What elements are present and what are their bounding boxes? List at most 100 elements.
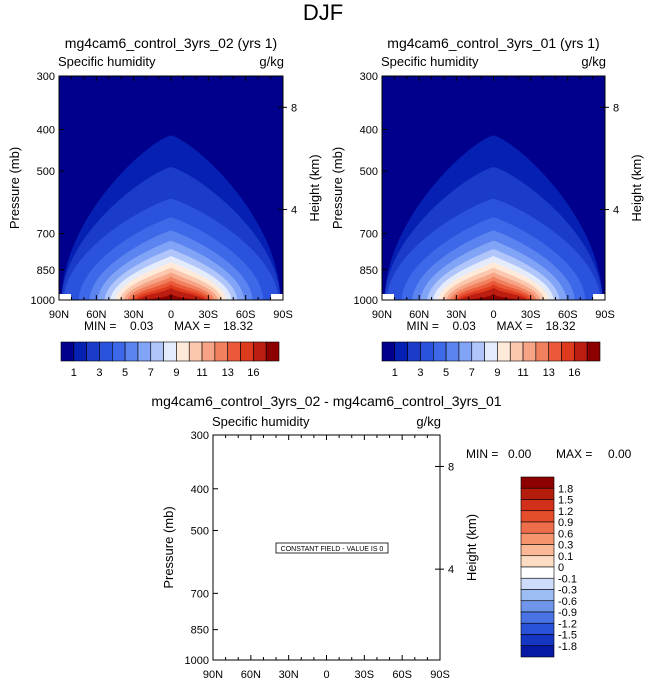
colorbar-label: 11 — [517, 367, 528, 379]
surface-mask — [382, 294, 394, 300]
variable-label: Specific humidity — [58, 54, 156, 69]
colorbar-box — [111, 341, 126, 362]
colorbar-box — [520, 577, 555, 590]
colorbar-box — [586, 341, 601, 362]
colorbar-box — [420, 341, 434, 362]
x-tick-label: 0 — [323, 669, 329, 681]
x-tick-label: 0 — [168, 309, 174, 321]
y-axis-label: Pressure (mb) — [330, 147, 345, 229]
y2-tick-label: 4 — [448, 564, 454, 576]
colorbar-box — [520, 589, 555, 602]
colorbar-label: -1.5 — [558, 630, 577, 642]
colorbar-box — [201, 341, 216, 362]
y-axis-label: Pressure (mb) — [7, 147, 22, 229]
y-tick-label: 700 — [191, 588, 209, 600]
colorbar-label: -1.2 — [558, 618, 577, 630]
colorbar-box — [150, 341, 164, 362]
colorbar-box — [176, 341, 190, 362]
surface-mask — [271, 294, 283, 300]
colorbar-box — [561, 341, 575, 362]
colorbar-label: 5 — [443, 367, 449, 379]
units-label: g/kg — [416, 414, 441, 429]
x-tick-label: 90S — [595, 309, 615, 321]
colorbar-label: 7 — [148, 367, 154, 379]
colorbar-label: 0.9 — [558, 517, 573, 529]
x-tick-label: 60N — [241, 669, 261, 681]
min-value: 0.03 — [453, 319, 477, 333]
colorbar-box — [432, 341, 447, 362]
y2-tick-label: 4 — [613, 205, 619, 217]
colorbar-label: 0.6 — [558, 528, 573, 540]
min-label: MIN = — [466, 447, 498, 461]
chart-title: mg4cam6_control_3yrs_02 (yrs 1) — [65, 35, 277, 51]
x-tick-label: 0 — [490, 309, 496, 321]
colorbar-label: 13 — [543, 367, 555, 379]
colorbar-box — [574, 341, 588, 362]
max-value: 18.32 — [223, 319, 253, 333]
x-tick-label: 30S — [521, 309, 541, 321]
annotation-text: CONSTANT FIELD - VALUE IS 0 — [281, 546, 384, 553]
colorbar-box — [520, 555, 555, 568]
min-label: MIN = — [84, 319, 116, 333]
colorbar-label: 0.3 — [558, 540, 573, 552]
y2-tick-label: 4 — [291, 205, 297, 217]
y-tick-label: 500 — [191, 525, 209, 537]
colorbar-label: 16 — [247, 367, 259, 379]
y-tick-label: 1000 — [31, 295, 55, 307]
y-tick-label: 300 — [360, 71, 378, 83]
colorbar-label: -0.6 — [558, 596, 577, 608]
y2-tick-label: 8 — [613, 102, 619, 114]
colorbar-box — [394, 341, 408, 362]
x-tick-label: 30N — [124, 309, 144, 321]
colorbar-box — [520, 521, 555, 534]
y-tick-label: 850 — [360, 265, 378, 277]
filled-contours — [382, 76, 605, 300]
x-tick-label: 30S — [355, 669, 375, 681]
colorbar-label: 5 — [122, 367, 128, 379]
y-tick-label: 1000 — [185, 655, 209, 667]
x-tick-label: 30N — [446, 309, 466, 321]
colorbar-box — [520, 532, 555, 545]
x-tick-label: 90N — [203, 669, 223, 681]
x-tick-label: 30S — [199, 309, 219, 321]
colorbar-label: 7 — [469, 367, 475, 379]
colorbar-label: 9 — [173, 367, 179, 379]
min-value: 0.00 — [508, 447, 532, 461]
y-tick-label: 400 — [360, 125, 378, 137]
colorbar-box — [520, 510, 555, 523]
colorbar-box — [520, 499, 555, 512]
colorbar-box — [520, 634, 555, 647]
colorbar-box — [240, 341, 254, 362]
surface-mask — [59, 294, 71, 300]
colorbar-label: -0.9 — [558, 607, 577, 619]
colorbar-box — [484, 341, 498, 362]
max-value: 0.00 — [608, 447, 632, 461]
x-tick-label: 60S — [236, 309, 256, 321]
colorbar-box — [86, 341, 100, 362]
min-value: 0.03 — [130, 319, 154, 333]
colorbar-box — [381, 341, 396, 362]
min-label: MIN = — [407, 319, 439, 333]
colorbar-box — [520, 600, 555, 613]
y2-axis-label: Height (km) — [307, 154, 322, 221]
colorbar-box — [407, 341, 421, 362]
y-tick-label: 850 — [37, 265, 55, 277]
max-label: MAX = — [497, 319, 533, 333]
colorbar-box — [520, 622, 555, 635]
chart-panel-panel-diff: CONSTANT FIELD - VALUE IS 0 mg4cam6_contr… — [151, 393, 631, 681]
colorbar-box — [265, 341, 280, 362]
colorbar-box — [458, 341, 473, 362]
colorbar-box — [253, 341, 267, 362]
colorbar-box — [520, 476, 555, 489]
y-tick-label: 300 — [191, 430, 209, 442]
colorbar-box — [188, 341, 203, 362]
y-tick-label: 850 — [191, 625, 209, 637]
colorbar-box — [520, 645, 555, 658]
colorbar-box — [535, 341, 550, 362]
x-tick-label: 60N — [409, 309, 429, 321]
colorbar-label: 16 — [568, 367, 580, 379]
surface-mask — [593, 294, 605, 300]
y-tick-label: 400 — [191, 484, 209, 496]
colorbar-box — [520, 487, 555, 500]
constant-field-annotation: CONSTANT FIELD - VALUE IS 0 — [275, 542, 389, 554]
